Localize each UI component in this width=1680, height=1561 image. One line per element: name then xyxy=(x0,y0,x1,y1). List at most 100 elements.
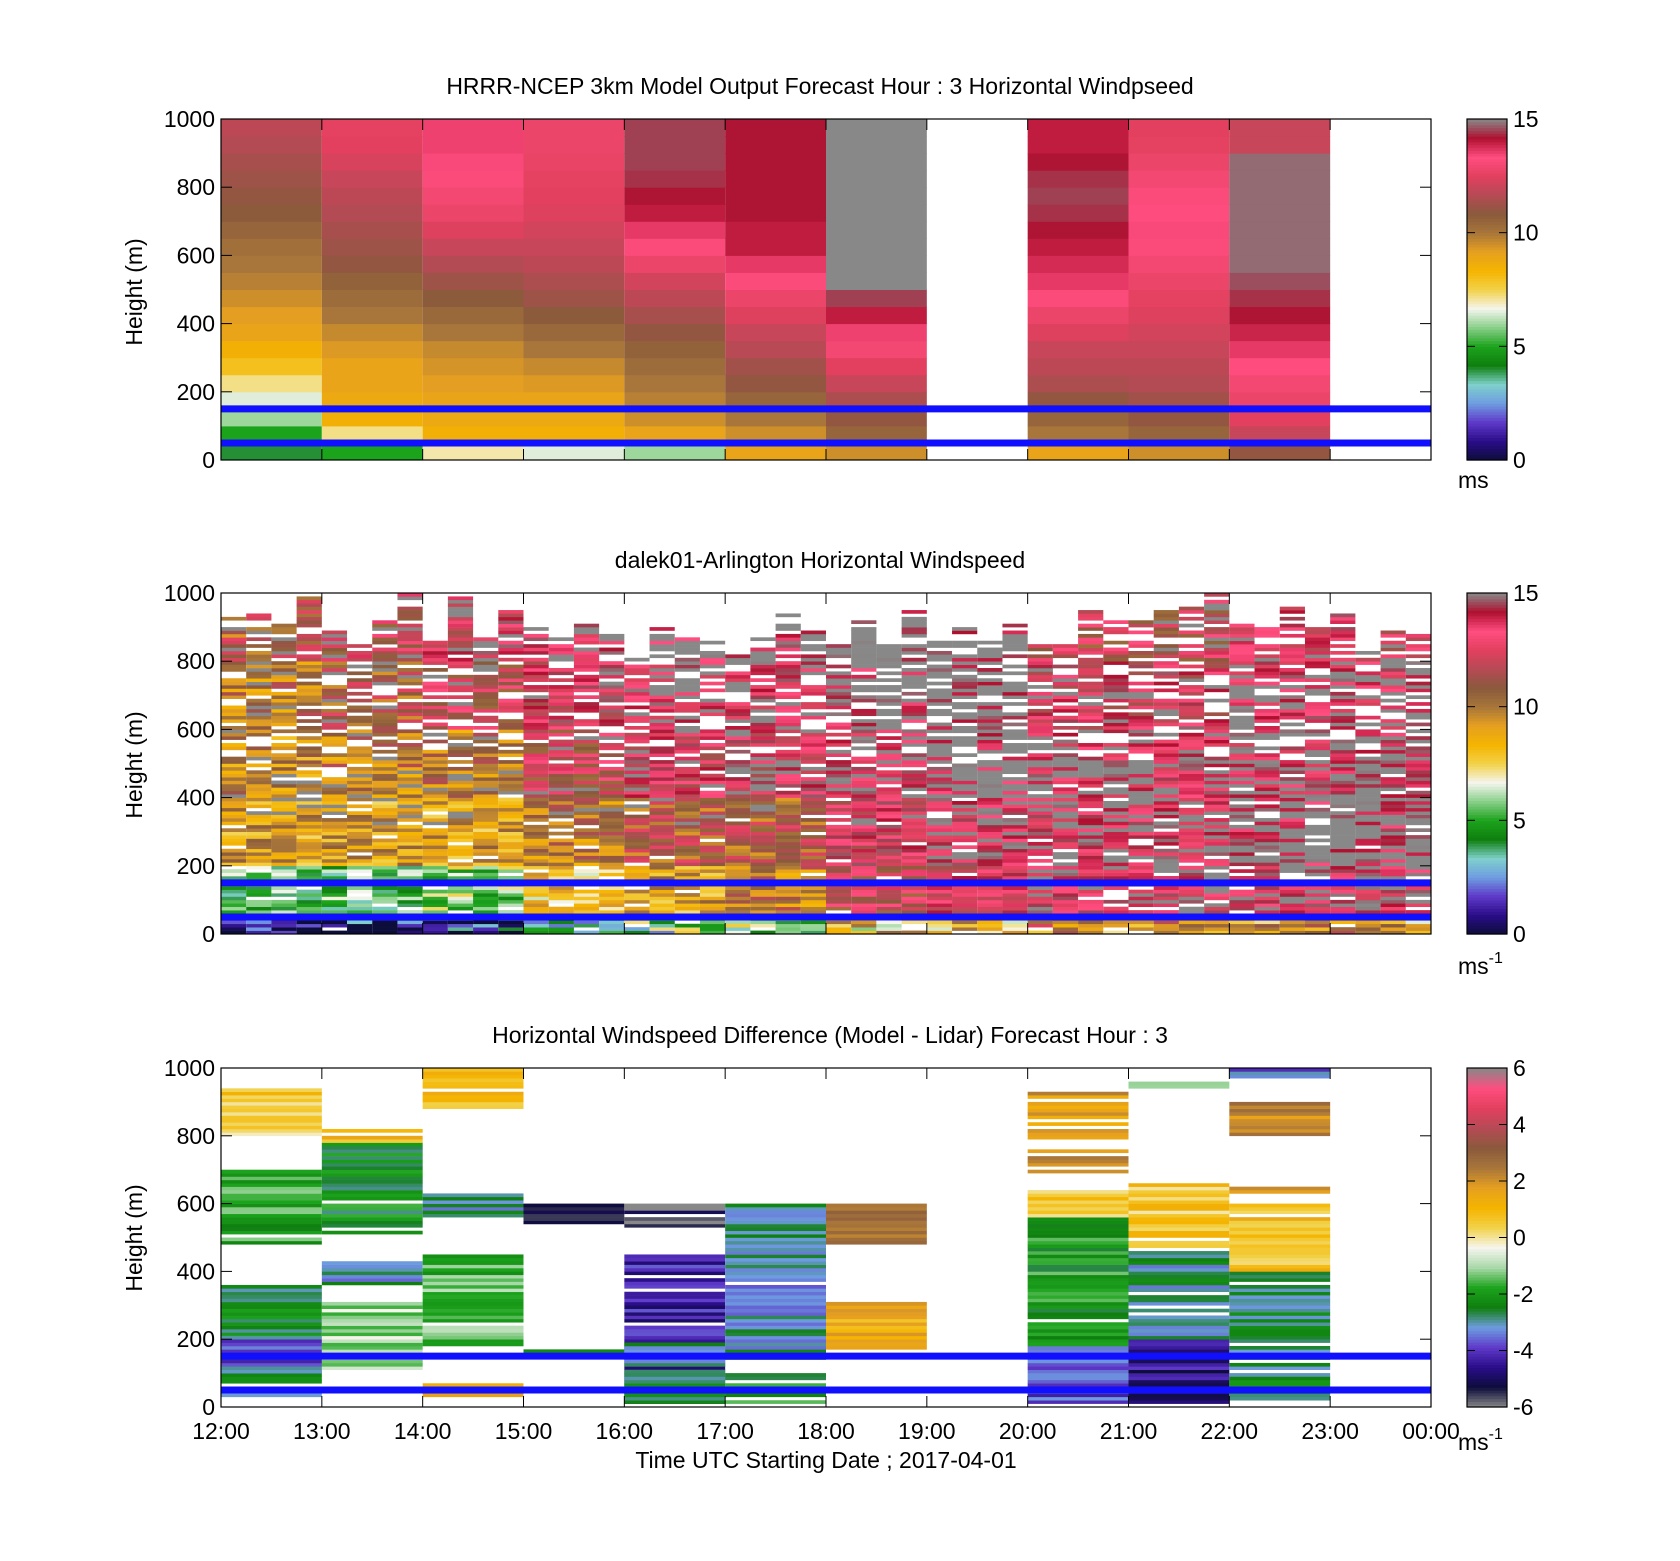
heatmap-cell xyxy=(573,797,600,802)
heatmap-cell xyxy=(1027,1115,1129,1120)
heatmap-cell xyxy=(1128,187,1230,205)
heatmap-cell xyxy=(1128,705,1154,710)
heatmap-cell xyxy=(750,801,776,805)
heatmap-cell xyxy=(800,633,826,638)
heatmap-cell xyxy=(599,845,625,850)
colorbar-segment xyxy=(1467,158,1507,163)
colorbar-segment xyxy=(1467,1141,1507,1145)
heatmap-cell xyxy=(523,722,549,727)
colorbar-segment xyxy=(1467,1285,1507,1289)
heatmap-cell xyxy=(271,923,297,928)
heatmap-cell xyxy=(1128,801,1154,805)
colorbar-segment xyxy=(1467,1358,1507,1363)
heatmap-cell xyxy=(1178,749,1205,754)
heatmap-cell xyxy=(221,678,247,682)
colorbar-segment xyxy=(1467,911,1507,915)
heatmap-cell xyxy=(926,749,953,754)
heatmap-cell xyxy=(1279,777,1305,781)
heatmap-cell xyxy=(901,858,927,863)
heatmap-cell xyxy=(1229,705,1255,710)
heatmap-cell xyxy=(321,221,423,239)
heatmap-cell xyxy=(1380,862,1406,867)
heatmap-cell xyxy=(372,848,398,853)
heatmap-cell xyxy=(1027,119,1129,137)
heatmap-cell xyxy=(498,729,524,734)
heatmap-cell xyxy=(523,838,549,843)
heatmap-cell xyxy=(1128,1183,1230,1187)
heatmap-cell xyxy=(775,801,801,805)
x-tick-label: 16:00 xyxy=(596,1418,654,1444)
heatmap-cell xyxy=(1330,906,1356,911)
heatmap-cell xyxy=(548,671,574,676)
heatmap-cell xyxy=(624,1366,726,1371)
heatmap-cell xyxy=(1279,858,1305,863)
heatmap-cell xyxy=(624,1264,726,1269)
heatmap-cell xyxy=(826,678,852,682)
heatmap-cell xyxy=(800,657,826,662)
heatmap-cell xyxy=(221,732,247,737)
heatmap-cell xyxy=(826,807,852,812)
heatmap-cell xyxy=(1052,732,1079,737)
heatmap-cell xyxy=(1178,756,1205,761)
heatmap-cell xyxy=(1229,1254,1331,1259)
heatmap-cell xyxy=(599,746,625,751)
heatmap-cell xyxy=(1330,633,1356,638)
heatmap-cell xyxy=(1204,852,1230,856)
heatmap-cell xyxy=(397,695,423,700)
heatmap-cell xyxy=(321,647,348,652)
heatmap-cell xyxy=(321,1193,423,1198)
heatmap-cell xyxy=(447,620,474,624)
heatmap-cell xyxy=(599,664,625,669)
heatmap-cell xyxy=(321,702,348,706)
heatmap-cell xyxy=(1204,773,1230,778)
heatmap-cell xyxy=(876,814,902,819)
heatmap-cell xyxy=(1128,1268,1230,1272)
heatmap-cell xyxy=(1355,872,1381,877)
heatmap-cell xyxy=(750,903,776,908)
heatmap-cell xyxy=(321,896,348,901)
heatmap-cell xyxy=(321,712,348,717)
heatmap-cell xyxy=(826,1220,927,1225)
heatmap-cell xyxy=(1052,705,1079,710)
heatmap-cell xyxy=(624,773,650,778)
heatmap-cell xyxy=(599,828,625,832)
heatmap-cell xyxy=(649,790,675,795)
heatmap-cell xyxy=(775,818,801,822)
heatmap-cell xyxy=(1002,920,1028,925)
heatmap-cell xyxy=(221,807,247,812)
heatmap-cell xyxy=(422,753,448,757)
heatmap-cell xyxy=(498,743,524,747)
heatmap-cell xyxy=(221,650,247,655)
colorbar-segment xyxy=(1467,931,1507,935)
heatmap-cell xyxy=(1229,756,1255,761)
heatmap-cell xyxy=(372,647,398,652)
heatmap-cell xyxy=(573,818,600,822)
heatmap-cell xyxy=(674,811,700,815)
heatmap-cell xyxy=(473,787,499,792)
heatmap-cell xyxy=(221,835,247,839)
heatmap-cell xyxy=(523,753,549,757)
heatmap-cell xyxy=(1355,698,1381,703)
heatmap-cell xyxy=(1027,1101,1129,1106)
heatmap-cell xyxy=(1355,841,1381,846)
colorbar-segment xyxy=(1467,686,1507,691)
heatmap-cell xyxy=(347,906,373,911)
heatmap-cell xyxy=(1078,886,1104,890)
heatmap-cell xyxy=(901,657,927,662)
heatmap-cell xyxy=(725,1257,826,1262)
heatmap-cell xyxy=(296,657,322,662)
heatmap-cell xyxy=(1078,773,1104,778)
heatmap-cell xyxy=(1304,702,1331,706)
heatmap-cell xyxy=(624,153,726,171)
heatmap-cell xyxy=(876,719,902,723)
heatmap-cell xyxy=(447,644,474,648)
heatmap-cell xyxy=(775,855,801,860)
heatmap-cell xyxy=(1103,862,1129,867)
heatmap-cell xyxy=(1153,807,1179,812)
heatmap-cell xyxy=(1128,640,1154,645)
heatmap-cell xyxy=(573,650,600,655)
heatmap-cell xyxy=(1052,886,1079,890)
heatmap-cell xyxy=(901,627,927,631)
heatmap-cell xyxy=(1027,770,1053,775)
heatmap-cell xyxy=(397,773,423,778)
